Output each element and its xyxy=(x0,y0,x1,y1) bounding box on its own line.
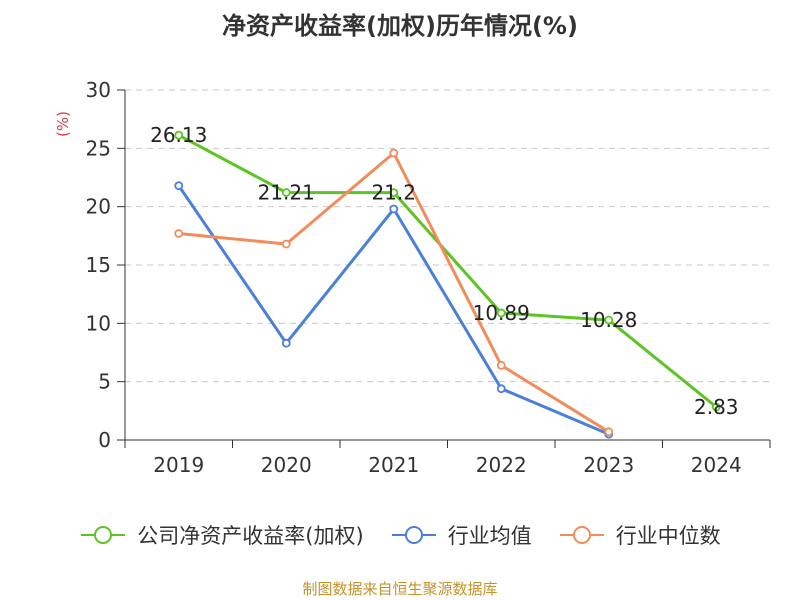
data-label: 21.2 xyxy=(371,181,416,205)
chart-title: 净资产收益率(加权)历年情况(%) xyxy=(222,12,578,40)
legend-item-industry-mean[interactable]: 行业均值 xyxy=(390,520,532,550)
data-point xyxy=(389,188,399,198)
legend-label-company-roe: 公司净资产收益率(加权) xyxy=(137,524,364,548)
data-point xyxy=(496,384,506,394)
data-labels: 26.13 21.21 21.2 10.89 10.28 2.83 xyxy=(150,123,738,419)
data-point xyxy=(604,427,614,437)
series-line xyxy=(178,133,718,409)
x-tick-label: 2020 xyxy=(261,453,312,477)
data-point xyxy=(174,229,184,238)
y-tick-label: 25 xyxy=(86,136,111,160)
x-tick-label: 2022 xyxy=(476,453,527,477)
data-point xyxy=(496,308,506,318)
data-point xyxy=(604,315,614,325)
series-layer xyxy=(174,130,721,439)
y-tick-label: 15 xyxy=(86,253,111,277)
y-tick-label: 30 xyxy=(86,78,111,102)
data-point xyxy=(174,130,184,140)
y-tick-label: 0 xyxy=(98,428,111,452)
y-tick-label: 10 xyxy=(86,311,111,335)
grid-lines xyxy=(125,89,770,383)
legend-label-industry-mean: 行业均值 xyxy=(447,524,532,548)
data-point xyxy=(496,360,506,370)
legend-marker-company-roe xyxy=(81,526,126,544)
x-tick-label: 2021 xyxy=(368,453,419,477)
data-point xyxy=(174,181,184,191)
data-label: 26.13 xyxy=(150,123,207,147)
data-point xyxy=(389,204,399,214)
x-tick-label: 2019 xyxy=(153,453,204,477)
data-label: 10.28 xyxy=(580,308,637,332)
y-tick-label: 5 xyxy=(98,370,111,394)
data-point xyxy=(711,402,721,412)
legend-item-industry-median[interactable]: 行业中位数 xyxy=(558,520,721,550)
data-point xyxy=(281,239,291,249)
legend-marker-industry-mean xyxy=(391,526,436,544)
data-point xyxy=(281,188,291,197)
x-tick-label: 2024 xyxy=(691,453,742,477)
data-label: 2.83 xyxy=(694,395,739,419)
axes: 0 5 10 15 20 25 30 2019 2020 2021 2022 2023 2024 xyxy=(86,78,771,477)
data-source-note: 制图数据来自恒生聚源数据库 xyxy=(302,580,498,598)
legend-item-company-roe[interactable]: 公司净资产收益率(加权) xyxy=(79,520,364,550)
data-label: 21.21 xyxy=(258,181,315,205)
legend-label-industry-median: 行业中位数 xyxy=(615,524,721,548)
y-tick-label: 20 xyxy=(86,195,111,219)
legend-marker-industry-median xyxy=(559,526,604,544)
y-axis-label: (%) xyxy=(54,111,72,137)
data-point xyxy=(389,148,399,158)
data-point xyxy=(281,338,291,348)
x-tick-label: 2023 xyxy=(583,453,634,477)
legend: 公司净资产收益率(加权) 行业均值 行业中位数 xyxy=(0,520,800,550)
data-label: 10.89 xyxy=(473,301,530,325)
series-line xyxy=(177,184,610,436)
